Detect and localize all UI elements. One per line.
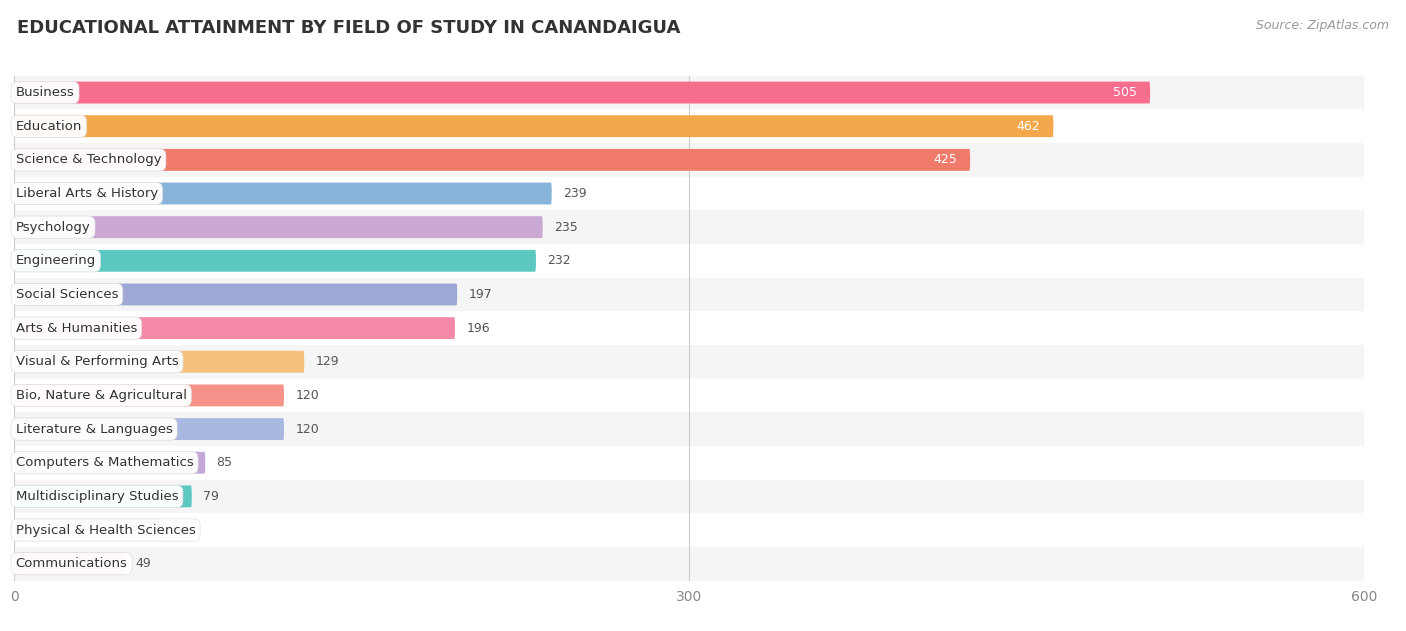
Bar (14, 278, 1364, 311)
FancyBboxPatch shape (14, 81, 1150, 103)
Text: 49: 49 (135, 557, 152, 570)
Text: 79: 79 (202, 490, 219, 503)
FancyBboxPatch shape (14, 317, 456, 339)
FancyBboxPatch shape (14, 182, 551, 204)
Text: Psychology: Psychology (15, 221, 90, 233)
Text: Communications: Communications (15, 557, 128, 570)
Text: Business: Business (15, 86, 75, 99)
FancyBboxPatch shape (14, 452, 205, 474)
Bar (14, 513, 1364, 547)
FancyBboxPatch shape (14, 216, 543, 238)
FancyBboxPatch shape (14, 519, 160, 541)
FancyBboxPatch shape (14, 115, 1053, 137)
Bar (14, 379, 1364, 412)
Text: Visual & Performing Arts: Visual & Performing Arts (15, 355, 179, 369)
Text: Engineering: Engineering (15, 254, 96, 268)
Bar (14, 412, 1364, 446)
Text: 462: 462 (1017, 120, 1040, 133)
Text: 129: 129 (315, 355, 339, 369)
Text: 65: 65 (172, 524, 187, 536)
Bar (14, 76, 1364, 109)
Bar (14, 143, 1364, 177)
FancyBboxPatch shape (14, 283, 457, 305)
Text: 197: 197 (468, 288, 492, 301)
Text: Arts & Humanities: Arts & Humanities (15, 322, 136, 334)
Text: 196: 196 (467, 322, 489, 334)
Bar (14, 210, 1364, 244)
Text: Literature & Languages: Literature & Languages (15, 423, 173, 435)
Bar (14, 345, 1364, 379)
Text: Education: Education (15, 120, 82, 133)
Text: Multidisciplinary Studies: Multidisciplinary Studies (15, 490, 179, 503)
FancyBboxPatch shape (14, 418, 284, 440)
Text: Social Sciences: Social Sciences (15, 288, 118, 301)
Text: 232: 232 (547, 254, 571, 268)
Text: 120: 120 (295, 389, 319, 402)
Text: 120: 120 (295, 423, 319, 435)
Bar (14, 311, 1364, 345)
Text: Source: ZipAtlas.com: Source: ZipAtlas.com (1256, 19, 1389, 32)
Text: EDUCATIONAL ATTAINMENT BY FIELD OF STUDY IN CANANDAIGUA: EDUCATIONAL ATTAINMENT BY FIELD OF STUDY… (17, 19, 681, 37)
FancyBboxPatch shape (14, 384, 284, 406)
Text: 239: 239 (562, 187, 586, 200)
Text: Science & Technology: Science & Technology (15, 153, 162, 167)
FancyBboxPatch shape (14, 485, 191, 507)
FancyBboxPatch shape (14, 351, 304, 373)
FancyBboxPatch shape (14, 553, 124, 575)
Bar (14, 177, 1364, 210)
Bar (14, 547, 1364, 581)
Text: Bio, Nature & Agricultural: Bio, Nature & Agricultural (15, 389, 187, 402)
Text: 235: 235 (554, 221, 578, 233)
Bar (14, 244, 1364, 278)
Bar (14, 109, 1364, 143)
Bar (14, 446, 1364, 480)
Text: Physical & Health Sciences: Physical & Health Sciences (15, 524, 195, 536)
FancyBboxPatch shape (14, 250, 536, 272)
Text: 505: 505 (1112, 86, 1136, 99)
Bar (14, 480, 1364, 513)
Text: Liberal Arts & History: Liberal Arts & History (15, 187, 157, 200)
Text: Computers & Mathematics: Computers & Mathematics (15, 456, 194, 469)
Text: 85: 85 (217, 456, 232, 469)
FancyBboxPatch shape (14, 149, 970, 171)
Text: 425: 425 (934, 153, 956, 167)
